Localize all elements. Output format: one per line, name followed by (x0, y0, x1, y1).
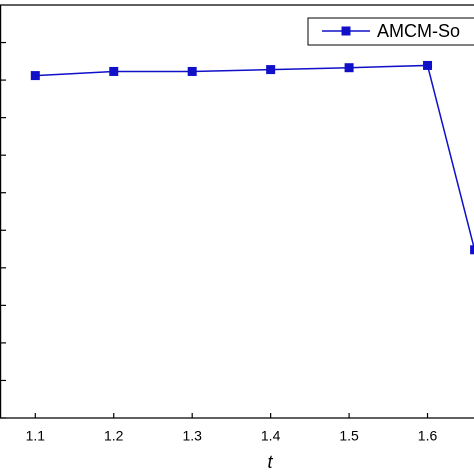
legend-marker (341, 26, 351, 36)
marker (30, 71, 40, 81)
x-tick-label: 1.4 (261, 428, 281, 444)
marker (187, 66, 197, 76)
marker (344, 63, 354, 73)
x-tick-label: 1.5 (339, 428, 359, 444)
x-tick-label: 1.6 (418, 428, 438, 444)
x-tick-label: 1.2 (104, 428, 124, 444)
x-tick-label: 1.3 (182, 428, 202, 444)
marker (423, 60, 433, 70)
x-axis-label: t (267, 452, 273, 472)
legend-label: AMCM-So (377, 21, 460, 41)
marker (470, 245, 474, 255)
x-tick-label: 1.1 (26, 428, 46, 444)
marker (109, 66, 119, 76)
marker (266, 65, 276, 75)
series-line (35, 64, 474, 250)
